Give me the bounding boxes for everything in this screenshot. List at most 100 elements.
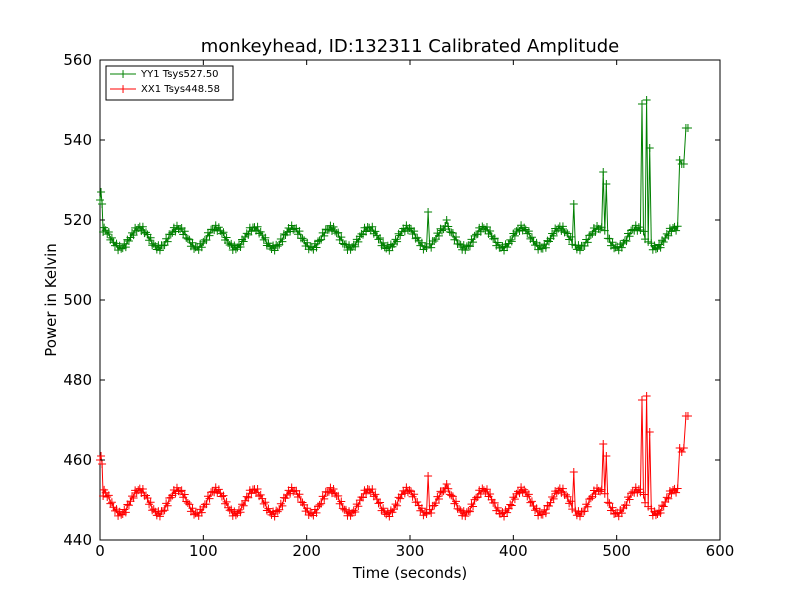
data-point-marker (379, 238, 388, 247)
data-point-marker (103, 493, 112, 502)
data-point-marker (506, 235, 515, 244)
data-point-marker (420, 508, 429, 517)
data-point-marker (242, 229, 251, 238)
data-point-marker (239, 501, 248, 510)
data-point-marker (656, 243, 665, 252)
data-point-marker (565, 499, 574, 508)
data-point-marker (599, 440, 608, 448)
data-point-marker (104, 228, 113, 237)
y-tick-label: 560 (63, 51, 92, 69)
data-point-marker (214, 485, 223, 494)
data-point-marker (295, 490, 304, 499)
data-point-marker (354, 502, 363, 511)
data-point-marker (427, 243, 436, 252)
data-point-marker (98, 460, 107, 468)
data-point-marker (544, 502, 553, 511)
data-point-marker (160, 506, 169, 515)
data-point-marker (431, 499, 440, 508)
data-point-marker (461, 512, 470, 521)
data-point-marker (651, 245, 660, 254)
data-point-marker (197, 508, 206, 517)
data-point-marker (673, 484, 682, 493)
data-point-marker (320, 231, 329, 240)
data-point-marker (107, 498, 116, 507)
series-layer (96, 96, 692, 521)
data-point-marker (566, 497, 575, 506)
data-point-marker (540, 505, 549, 514)
data-point-marker (642, 96, 651, 104)
data-point-marker (608, 503, 617, 512)
data-point-marker (103, 230, 112, 239)
data-point-marker (281, 494, 290, 503)
data-point-marker (424, 472, 433, 480)
data-point-marker (489, 234, 498, 243)
data-point-marker (596, 487, 605, 496)
data-point-marker (225, 506, 234, 515)
chart-title: monkeyhead, ID:132311 Calibrated Amplitu… (201, 36, 620, 57)
data-point-marker (222, 497, 231, 506)
data-point-marker (558, 222, 567, 231)
data-point-marker (362, 489, 371, 498)
data-point-marker (349, 240, 358, 249)
data-point-marker (155, 246, 164, 255)
data-point-marker (120, 239, 129, 248)
data-point-marker (124, 236, 133, 245)
data-point-marker (520, 223, 529, 232)
data-point-marker (219, 228, 228, 237)
data-point-marker (107, 233, 116, 242)
data-point-marker (486, 226, 495, 235)
data-point-marker (464, 506, 473, 515)
data-point-marker (622, 237, 631, 246)
data-point-marker (117, 244, 126, 253)
data-point-marker (442, 216, 451, 224)
data-point-marker (472, 493, 481, 502)
data-point-marker (438, 226, 447, 235)
data-point-marker (202, 236, 211, 245)
data-point-marker (510, 231, 519, 240)
x-axis-label: Time (seconds) (352, 564, 468, 582)
y-tick-label: 440 (63, 531, 92, 549)
legend-label-yy1: YY1 Tsys527.50 (140, 69, 219, 80)
data-point-marker (329, 485, 338, 494)
data-point-marker (351, 242, 360, 251)
data-point-marker (374, 499, 383, 508)
data-point-marker (303, 238, 312, 247)
legend-label-xx1: XX1 Tsys448.58 (141, 84, 220, 95)
data-point-marker (679, 444, 688, 452)
data-point-marker (464, 241, 473, 250)
data-point-marker (637, 396, 646, 404)
data-point-marker (451, 497, 460, 506)
y-axis-label: Power in Kelvin (42, 243, 60, 357)
legend-box (105, 65, 234, 101)
data-point-marker (129, 231, 138, 240)
data-point-marker (645, 144, 654, 152)
data-point-marker (247, 227, 256, 236)
data-point-marker (368, 222, 377, 231)
data-point-marker (617, 243, 626, 252)
data-point-marker (332, 229, 341, 238)
data-point-marker (143, 494, 152, 503)
data-point-marker (575, 246, 584, 255)
data-point-marker (427, 509, 436, 518)
data-point-marker (503, 243, 512, 252)
data-point-marker (264, 504, 273, 513)
data-point-marker (444, 222, 453, 231)
data-point-marker (334, 491, 343, 500)
data-point-marker (558, 484, 567, 493)
data-point-marker (159, 507, 168, 516)
data-point-marker (490, 234, 499, 243)
data-point-marker (523, 492, 532, 501)
data-point-marker (513, 487, 522, 496)
data-point-marker (566, 232, 575, 241)
data-point-marker (379, 504, 388, 513)
data-point-marker (405, 224, 414, 233)
data-point-marker (639, 227, 648, 236)
data-point-marker (317, 499, 326, 508)
data-point-marker (270, 512, 279, 521)
data-point-marker (163, 237, 172, 246)
series-yy1 (96, 96, 692, 255)
x-tick-label: 200 (292, 542, 321, 560)
data-point-marker (486, 490, 495, 499)
data-point-marker (617, 509, 626, 518)
data-point-marker (205, 231, 214, 240)
